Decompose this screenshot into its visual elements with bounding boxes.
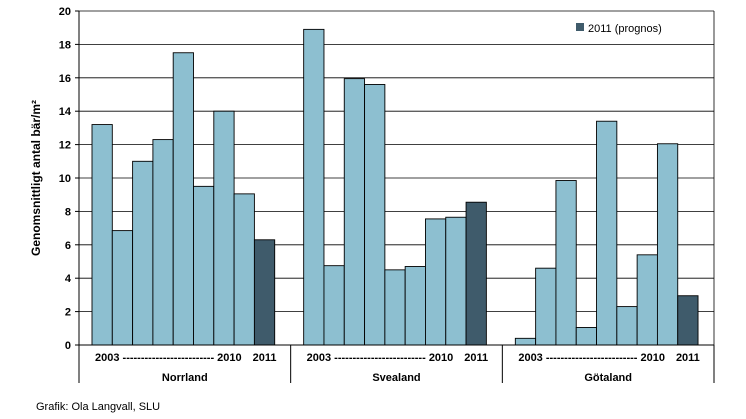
bar-svealand-2003: [303, 28, 325, 346]
bar-norrland-2003: [91, 124, 113, 346]
y-axis-label: Genomsnittligt antal bär/m²: [29, 100, 43, 256]
bar-götaland-2006: [575, 327, 597, 346]
bar-svealand-2010: [445, 216, 467, 346]
bar-norrland-2005: [132, 160, 154, 346]
bar-götaland-2008: [616, 306, 638, 346]
y-tick-label: 18: [59, 39, 71, 51]
bar-svealand-2007: [384, 269, 406, 346]
bar-götaland-2003: [514, 337, 537, 346]
y-tick-label: 6: [65, 240, 71, 252]
x-last-year-label: 2011: [464, 352, 488, 364]
credit-text: Grafik: Ola Langvall, SLU: [36, 401, 161, 413]
bar-norrland-2007: [172, 52, 194, 346]
bar-götaland-2004: [535, 267, 557, 346]
bar-götaland-2010: [656, 143, 679, 346]
group-label-svealand: Svealand: [372, 372, 420, 384]
bar-norrland-2004: [111, 230, 134, 346]
x-last-year-label: 2011: [676, 352, 700, 364]
bar-götaland-2007: [596, 120, 618, 346]
y-tick-labels: 0 2 4 6 8 10 12 14 16 18 20: [59, 6, 72, 352]
y-tick-label: 4: [65, 273, 72, 285]
x-labels: 2003 ------------------------- 2010 2011 N…: [95, 352, 700, 384]
y-tick-label: 8: [65, 206, 71, 218]
legend: 2011 (prognos): [576, 23, 662, 35]
bar-svealand-2004: [323, 265, 345, 346]
x-last-year-label: 2011: [253, 352, 277, 364]
legend-swatch: [576, 23, 584, 31]
bar-götaland-2011: [677, 295, 699, 346]
bar-svealand-2005: [343, 78, 366, 346]
y-tick-label: 20: [59, 6, 71, 18]
bar-svealand-2009: [425, 218, 447, 346]
group-label-götaland: Götaland: [584, 372, 632, 384]
group-label-norrland: Norrland: [162, 372, 208, 384]
bar-norrland-2009: [213, 110, 235, 346]
y-tick-label: 16: [59, 73, 71, 85]
legend-label: 2011 (prognos): [588, 23, 662, 35]
bar-svealand-2008: [404, 266, 426, 346]
bars: [91, 28, 699, 346]
y-tick-label: 10: [59, 173, 71, 185]
bar-norrland-2010: [233, 193, 255, 346]
y-tick-label: 2: [65, 307, 71, 319]
bar-norrland-2011: [253, 239, 276, 346]
bar-norrland-2008: [193, 185, 215, 346]
bar-svealand-2011: [465, 201, 487, 346]
bar-götaland-2005: [555, 180, 577, 346]
y-tick-label: 12: [59, 140, 71, 152]
y-tick-label: 0: [65, 340, 71, 352]
x-period-label: 2003 ------------------------- 2010: [518, 352, 665, 364]
x-period-label: 2003 ------------------------- 2010: [307, 352, 454, 364]
y-tick-label: 14: [59, 106, 72, 118]
bar-götaland-2009: [636, 254, 658, 346]
bar-svealand-2006: [364, 84, 386, 346]
bar-norrland-2006: [152, 139, 174, 346]
axes: [75, 10, 715, 383]
x-period-label: 2003 ------------------------- 2010: [95, 352, 242, 364]
